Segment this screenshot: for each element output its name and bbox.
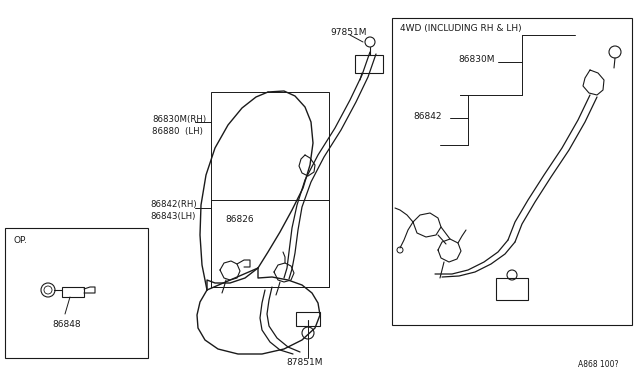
Text: 4WD (INCLUDING RH & LH): 4WD (INCLUDING RH & LH) [400,24,522,33]
Text: OP.: OP. [14,236,28,245]
Text: 86880  (LH): 86880 (LH) [152,127,203,136]
Bar [211,92,329,287]
Text: 97851M: 97851M [330,28,367,37]
Bar [5,228,148,358]
Text: 86830M: 86830M [458,55,495,64]
Text: 86848: 86848 [52,320,81,329]
Bar [496,278,528,300]
Bar [62,287,84,297]
Text: 86830M(RH): 86830M(RH) [152,115,206,124]
Text: 86826: 86826 [225,215,253,224]
Bar [355,55,383,73]
Text: 86842: 86842 [413,112,442,121]
Bar [296,312,320,326]
Bar [211,200,329,287]
Text: A868 100?: A868 100? [578,360,618,369]
Text: 86843(LH): 86843(LH) [150,212,195,221]
Text: 86842(RH): 86842(RH) [150,200,196,209]
Bar [392,18,632,325]
Text: 87851M: 87851M [287,358,323,367]
